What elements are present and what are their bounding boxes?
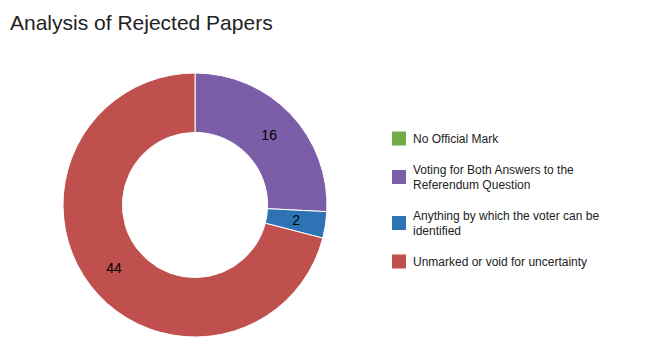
legend-label-line: identified — [413, 224, 461, 238]
legend-label: Anything by which the voter can beidenti… — [413, 209, 599, 238]
slice — [63, 73, 323, 337]
legend-swatch — [392, 216, 406, 230]
data-labels: 16 2 44 — [106, 127, 300, 276]
legend-label-line: Referendum Question — [413, 178, 530, 192]
background — [0, 0, 651, 351]
chart-svg: Analysis of Rejected Papers 16 2 44 No Offic… — [0, 0, 651, 351]
legend-label: Voting for Both Answers to theReferendum… — [413, 163, 574, 192]
legend-label-line: Anything by which the voter can be — [413, 209, 599, 223]
data-label: 2 — [292, 212, 300, 228]
data-label: 16 — [261, 127, 277, 143]
legend-item: Voting for Both Answers to theReferendum… — [392, 163, 574, 192]
slices — [63, 73, 327, 337]
title: Analysis of Rejected Papers — [10, 11, 273, 34]
data-label: 44 — [106, 260, 122, 276]
legend-item: No Official Mark — [392, 132, 499, 146]
slice — [195, 73, 327, 212]
legend-swatch — [392, 170, 406, 184]
legend-item: Anything by which the voter can beidenti… — [392, 209, 599, 238]
legend-label-line: Voting for Both Answers to the — [413, 163, 574, 177]
legend-item: Unmarked or void for uncertainty — [392, 255, 587, 269]
legend-swatch — [392, 132, 406, 146]
legend-label-line: Unmarked or void for uncertainty — [413, 255, 587, 269]
legend: No Official Mark Voting for Both Answers … — [392, 132, 599, 269]
legend-swatch — [392, 255, 406, 269]
legend-label: Unmarked or void for uncertainty — [413, 255, 587, 269]
chart-container: Analysis of Rejected Papers 16 2 44 No Offic… — [0, 0, 651, 351]
legend-label-line: No Official Mark — [413, 132, 499, 146]
legend-label: No Official Mark — [413, 132, 499, 146]
